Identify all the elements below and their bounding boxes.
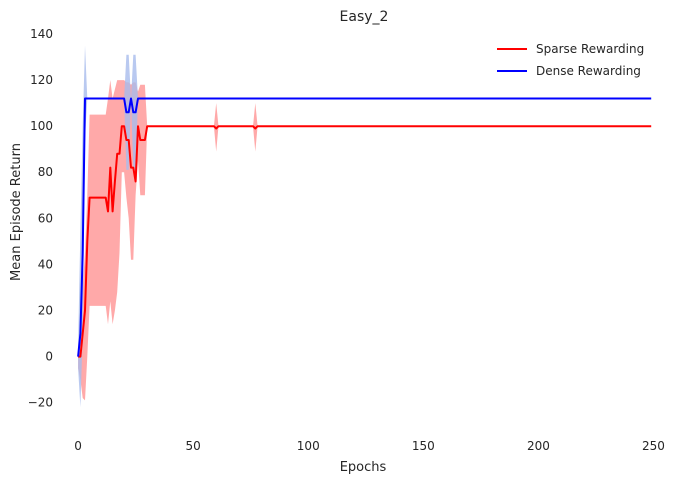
y-tick-label: −20 <box>28 396 53 410</box>
series-line-0 <box>78 125 652 358</box>
y-tick-label: 100 <box>30 119 53 133</box>
y-tick-label: 80 <box>38 165 53 179</box>
series-line-1 <box>77 97 652 357</box>
series-band-0 <box>78 80 652 401</box>
y-tick-label: 60 <box>38 211 53 225</box>
y-axis-label: Mean Episode Return <box>9 143 24 281</box>
series-lines <box>77 97 652 358</box>
legend-label-0: Sparse Rewarding <box>536 42 644 56</box>
x-tick-label: 250 <box>642 439 665 453</box>
y-tick-label: 0 <box>45 350 53 364</box>
y-tick-label: 120 <box>30 73 53 87</box>
x-tick-label: 100 <box>297 439 320 453</box>
x-tick-label: 200 <box>527 439 550 453</box>
x-axis-label: Epochs <box>340 460 387 475</box>
legend: Sparse Rewarding Dense Rewarding <box>497 42 644 78</box>
x-axis-ticks: 0 50 100 150 200 250 <box>74 439 665 453</box>
y-axis-ticks: −20 0 20 40 60 80 100 120 140 <box>28 27 53 410</box>
x-tick-label: 0 <box>74 439 82 453</box>
x-tick-label: 150 <box>412 439 435 453</box>
confidence-bands <box>78 45 652 408</box>
y-tick-label: 40 <box>38 257 53 271</box>
x-tick-label: 50 <box>186 439 201 453</box>
y-tick-label: 20 <box>38 303 53 317</box>
legend-label-1: Dense Rewarding <box>536 64 641 78</box>
chart-title: Easy_2 <box>340 9 389 25</box>
series-band-1 <box>78 45 652 408</box>
y-tick-label: 140 <box>30 27 53 41</box>
